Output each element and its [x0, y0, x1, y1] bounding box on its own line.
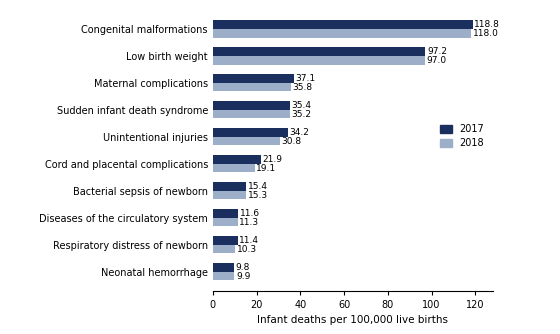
Bar — [213, 263, 234, 272]
Text: 15.4: 15.4 — [248, 182, 268, 191]
Bar — [213, 56, 425, 64]
X-axis label: Infant deaths per 100,000 live births: Infant deaths per 100,000 live births — [257, 315, 449, 325]
Bar — [213, 137, 280, 145]
Bar — [213, 191, 246, 199]
Bar — [213, 29, 471, 37]
Bar — [213, 74, 294, 83]
Text: 97.2: 97.2 — [427, 47, 447, 56]
Bar — [213, 218, 237, 226]
Text: 37.1: 37.1 — [296, 74, 316, 83]
Text: 9.8: 9.8 — [236, 263, 250, 272]
Bar — [213, 209, 238, 218]
Text: 35.2: 35.2 — [291, 110, 311, 119]
Text: 34.2: 34.2 — [289, 128, 309, 137]
Text: 21.9: 21.9 — [262, 155, 282, 164]
Text: 9.9: 9.9 — [236, 272, 250, 281]
Text: 19.1: 19.1 — [256, 164, 276, 173]
Legend: 2017, 2018: 2017, 2018 — [436, 121, 488, 152]
Text: 15.3: 15.3 — [248, 191, 268, 200]
Text: 30.8: 30.8 — [282, 137, 302, 146]
Bar — [213, 236, 238, 245]
Bar — [213, 164, 255, 172]
Bar — [213, 47, 426, 56]
Bar — [213, 245, 235, 254]
Text: 118.0: 118.0 — [473, 29, 498, 38]
Text: 35.8: 35.8 — [293, 83, 313, 92]
Bar — [213, 83, 291, 92]
Text: 118.8: 118.8 — [474, 20, 500, 29]
Text: 11.6: 11.6 — [240, 209, 260, 218]
Text: 97.0: 97.0 — [427, 56, 447, 65]
Bar — [213, 155, 261, 164]
Bar — [213, 182, 246, 191]
Text: 11.3: 11.3 — [239, 217, 259, 226]
Bar — [213, 101, 290, 110]
Bar — [213, 272, 235, 280]
Bar — [213, 110, 290, 119]
Text: 35.4: 35.4 — [292, 101, 312, 110]
Text: 10.3: 10.3 — [237, 244, 257, 254]
Bar — [213, 20, 473, 29]
Text: 11.4: 11.4 — [239, 236, 259, 245]
Bar — [213, 128, 288, 137]
